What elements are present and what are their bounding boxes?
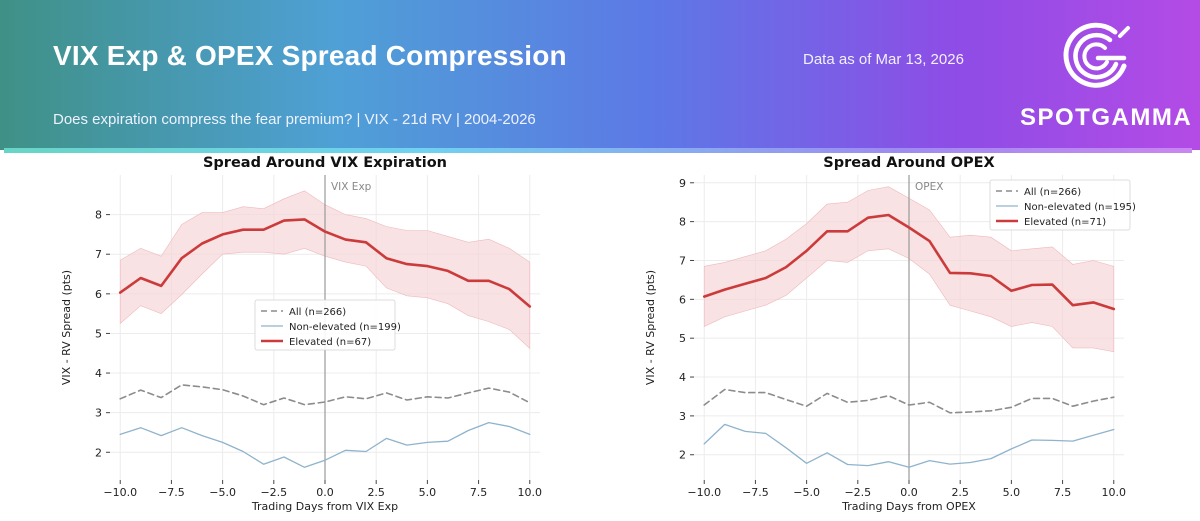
legend-label: All (n=266) — [289, 307, 346, 318]
series-line-all — [119, 384, 531, 406]
y-tick-label: 2 — [95, 446, 102, 459]
x-tick-label: 5.0 — [1003, 486, 1021, 499]
data-as-of: Data as of Mar 13, 2026 — [803, 51, 964, 68]
y-tick-label: 9 — [679, 177, 686, 190]
brand-wordmark: SPOTGAMMA — [1020, 104, 1193, 131]
series-line-non-elevated — [703, 423, 1115, 468]
y-tick-label: 7 — [95, 248, 102, 261]
chart-title: Spread Around VIX Expiration — [203, 155, 447, 171]
x-tick-label: 2.5 — [951, 486, 969, 499]
x-axis-label: Trading Days from OPEX — [841, 500, 976, 513]
header-accent-bar — [4, 148, 1192, 153]
legend-label: Elevated (n=71) — [1024, 217, 1106, 228]
y-tick-label: 4 — [95, 367, 102, 380]
y-tick-label: 5 — [679, 332, 686, 345]
x-tick-label: −10.0 — [687, 486, 721, 499]
y-axis-label: VIX - RV Spread (pts) — [644, 270, 657, 385]
legend-box — [254, 299, 396, 351]
series-line-elevated — [118, 218, 532, 308]
expiration-marker-label: OPEX — [915, 181, 943, 193]
x-axis-label: Trading Days from VIX Exp — [251, 500, 398, 513]
spotgamma-logo-icon — [1063, 22, 1130, 88]
x-tick-label: 2.5 — [367, 486, 385, 499]
legend-label: Non-elevated (n=199) — [289, 322, 401, 333]
legend: All (n=266) Non-elevated (n=195) Elevated … — [989, 179, 1136, 231]
page-subtitle: Does expiration compress the fear premiu… — [53, 111, 536, 128]
y-tick-label: 6 — [679, 293, 686, 306]
x-tick-label: 0.0 — [316, 486, 334, 499]
y-tick-label: 7 — [679, 254, 686, 267]
elevated-confidence-band — [119, 190, 531, 350]
y-tick-label: 3 — [95, 407, 102, 420]
x-tick-label: 10.0 — [518, 486, 543, 499]
y-tick-label: 6 — [95, 288, 102, 301]
x-tick-label: 7.5 — [1054, 486, 1072, 499]
x-tick-label: −10.0 — [103, 486, 137, 499]
legend: All (n=266) Non-elevated (n=199) Elevated … — [254, 299, 401, 351]
chart-2: Spread Around OPEX −10.0 −7.5 −5.0 −2.5 0.0 2.… — [644, 155, 1136, 513]
legend-box — [989, 179, 1131, 231]
x-tick-label: −5.0 — [209, 486, 236, 499]
x-tick-label: 5.0 — [419, 486, 437, 499]
y-tick-label: 3 — [679, 410, 686, 423]
chart-1: Spread Around VIX Expiration −10.0 −7.5 −5.… — [60, 155, 542, 513]
x-tick-label: −5.0 — [793, 486, 820, 499]
x-tick-label: −7.5 — [742, 486, 769, 499]
elevated-confidence-band — [703, 186, 1115, 353]
y-axis-label: VIX - RV Spread (pts) — [60, 270, 73, 385]
header-banner: VIX Exp & OPEX Spread Compression Does e… — [0, 0, 1200, 150]
legend-label: Non-elevated (n=195) — [1024, 202, 1136, 213]
y-tick-label: 2 — [679, 449, 686, 462]
series-line-all — [703, 388, 1115, 414]
series-line-elevated — [702, 213, 1116, 311]
x-tick-label: −2.5 — [844, 486, 871, 499]
x-tick-label: −2.5 — [260, 486, 287, 499]
expiration-marker-label: VIX Exp — [331, 181, 372, 193]
y-tick-label: 4 — [679, 371, 686, 384]
legend-label: All (n=266) — [1024, 187, 1081, 198]
y-tick-label: 8 — [679, 216, 686, 229]
x-tick-label: 0.0 — [900, 486, 918, 499]
x-tick-label: 7.5 — [470, 486, 488, 499]
legend-label: Elevated (n=67) — [289, 337, 371, 348]
y-tick-label: 8 — [95, 209, 102, 222]
x-tick-label: 10.0 — [1102, 486, 1127, 499]
series-line-non-elevated — [119, 421, 531, 468]
page-title: VIX Exp & OPEX Spread Compression — [53, 40, 567, 71]
y-tick-label: 5 — [95, 327, 102, 340]
chart-title: Spread Around OPEX — [823, 155, 994, 171]
x-tick-label: −7.5 — [158, 486, 185, 499]
